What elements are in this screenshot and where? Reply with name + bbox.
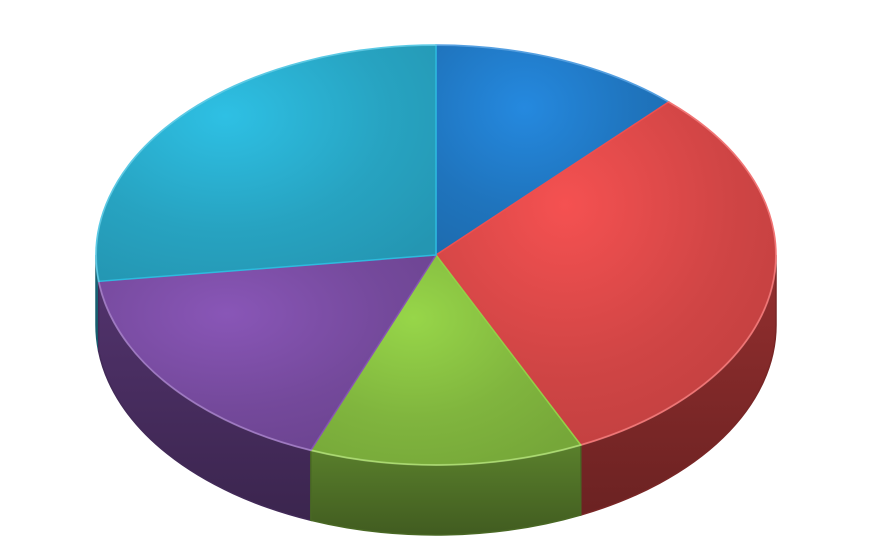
pie-chart-3d [0, 0, 873, 547]
pie-top-faces [96, 45, 776, 465]
pie-chart-svg [0, 0, 873, 547]
pie-slice [96, 45, 436, 281]
